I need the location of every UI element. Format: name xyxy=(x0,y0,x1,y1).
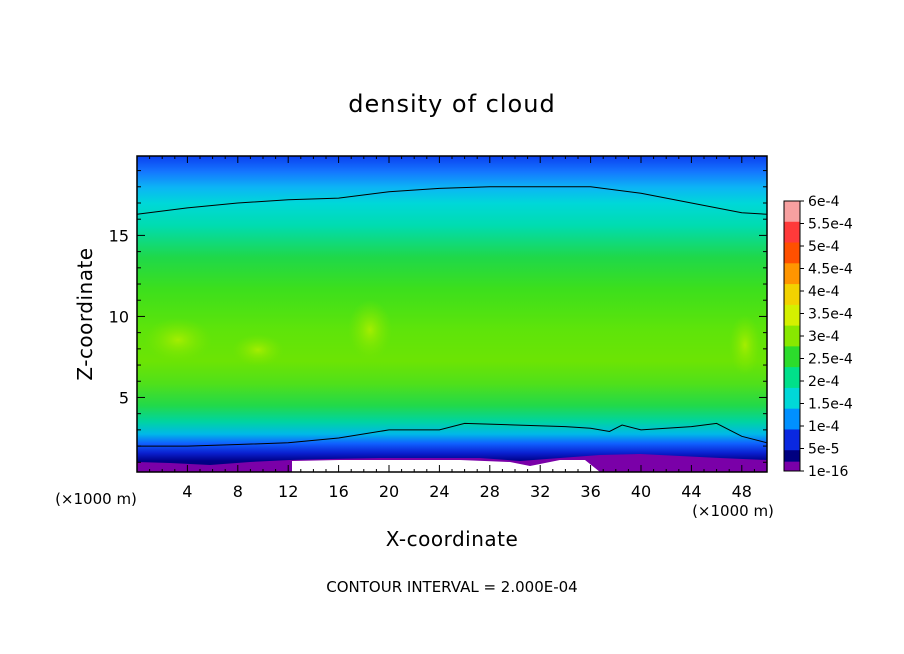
contour-line-2 xyxy=(137,422,768,447)
x-tick-label: 24 xyxy=(429,482,449,501)
colorbar-label: 1.5e-4 xyxy=(808,397,853,413)
x-tick-label: 16 xyxy=(328,482,348,501)
density-maximum-left xyxy=(144,318,212,362)
density-maximum-mid xyxy=(232,334,284,366)
colorbar-swatch xyxy=(784,263,800,285)
x-tick-label: 20 xyxy=(379,482,399,501)
y-axis-label: Z-coordinate xyxy=(73,247,97,380)
colorbar-label: 2e-4 xyxy=(808,374,840,390)
x-tick-label: 12 xyxy=(278,482,298,501)
x-axis-label: X-coordinate xyxy=(386,527,519,551)
colorbar-swatch xyxy=(784,367,800,389)
x-tick-label: 40 xyxy=(631,482,651,501)
x-tick-label: 28 xyxy=(480,482,500,501)
y-tick-label: 5 xyxy=(119,388,129,407)
colorbar-swatch xyxy=(784,429,800,451)
x-axis: 4 8 12 16 20 24 28 32 36 40 44 48 xyxy=(149,156,755,501)
z-unit-label: (×1000 m) xyxy=(55,490,137,508)
density-field xyxy=(137,156,767,472)
colorbar-swatch xyxy=(784,325,800,347)
contour-interval-note: CONTOUR INTERVAL = 2.000E-04 xyxy=(326,578,577,596)
cloud-free-gap xyxy=(292,460,600,472)
chart-title: density of cloud xyxy=(348,90,555,118)
y-axis: 5 10 15 xyxy=(109,170,767,463)
colorbar-label: 1e-16 xyxy=(808,464,848,480)
x-tick-label: 36 xyxy=(580,482,600,501)
x-tick-label: 4 xyxy=(182,482,192,501)
colorbar-swatch-min xyxy=(784,461,800,471)
colorbar-label: 1e-4 xyxy=(808,419,840,435)
colorbar-swatch xyxy=(784,387,800,410)
contour-lines xyxy=(136,186,768,447)
colorbar-label: 6e-4 xyxy=(808,194,840,210)
colorbar-label: 5.5e-4 xyxy=(808,217,853,233)
density-maximum-center xyxy=(348,300,392,360)
colorbar-label: 5e-4 xyxy=(808,239,840,255)
colorbar-swatch xyxy=(784,408,800,430)
colorbar-label: 5e-5 xyxy=(808,442,839,458)
colorbar-swatch xyxy=(784,304,800,327)
colorbar: 6e-4 5.5e-4 5e-4 4.5e-4 4e-4 3.5e-4 3e-4 2.5e-4… xyxy=(783,194,853,480)
colorbar-swatch xyxy=(784,221,800,244)
colorbar-label: 2.5e-4 xyxy=(808,352,853,368)
plot-area xyxy=(137,156,767,472)
x-tick-label: 8 xyxy=(233,482,243,501)
colorbar-swatch xyxy=(784,201,800,223)
density-maximum-right xyxy=(729,315,761,375)
contour-line-1 xyxy=(136,186,768,215)
colorbar-swatch xyxy=(784,284,800,306)
colorbar-swatch xyxy=(784,346,800,368)
colorbar-label: 4e-4 xyxy=(808,284,840,300)
x-unit-label: (×1000 m) xyxy=(692,502,774,520)
y-tick-label: 15 xyxy=(109,226,129,245)
colorbar-swatch xyxy=(784,242,800,264)
colorbar-label: 4.5e-4 xyxy=(808,262,853,278)
colorbar-label: 3.5e-4 xyxy=(808,307,853,323)
x-tick-label: 32 xyxy=(530,482,550,501)
x-tick-label: 48 xyxy=(732,482,752,501)
y-tick-label: 10 xyxy=(109,307,129,326)
x-tick-label: 44 xyxy=(681,482,701,501)
colorbar-label: 3e-4 xyxy=(808,329,840,345)
